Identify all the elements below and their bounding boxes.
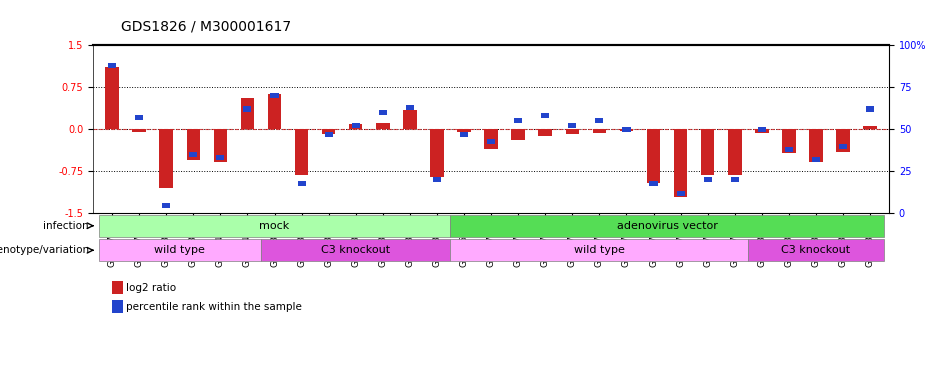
Bar (135, 115, 143, 120)
Bar (782, 129, 796, 153)
Bar (132, 129, 146, 132)
Text: adenovirus vector: adenovirus vector (616, 221, 718, 231)
Bar (406, 105, 414, 110)
Bar (240, 98, 254, 129)
Bar (620, 129, 633, 132)
Bar (213, 129, 227, 162)
Bar (863, 126, 877, 129)
Bar (451, 239, 749, 261)
Bar (565, 129, 579, 134)
Bar (541, 113, 549, 118)
Bar (836, 129, 850, 152)
Bar (295, 129, 308, 175)
Bar (159, 129, 173, 188)
Bar (162, 202, 170, 208)
Bar (105, 68, 119, 129)
Text: wild type: wild type (574, 245, 625, 255)
Bar (704, 177, 712, 182)
Bar (261, 239, 451, 261)
Bar (758, 127, 766, 132)
Bar (514, 118, 522, 123)
Bar (270, 93, 278, 98)
Bar (728, 129, 742, 175)
Bar (433, 177, 441, 182)
Bar (451, 215, 884, 237)
Bar (99, 239, 261, 261)
Bar (460, 132, 468, 137)
Bar (677, 191, 684, 196)
Text: C3 knockout: C3 knockout (781, 245, 851, 255)
Bar (216, 155, 224, 160)
Bar (186, 129, 200, 160)
Bar (623, 127, 630, 132)
Text: genotype/variation: genotype/variation (0, 245, 89, 255)
Text: C3 knockout: C3 knockout (321, 245, 390, 255)
Bar (403, 110, 417, 129)
Bar (749, 239, 884, 261)
Bar (189, 152, 197, 157)
Bar (487, 138, 495, 144)
Bar (701, 129, 714, 175)
Bar (595, 118, 603, 123)
Bar (376, 123, 389, 129)
Text: wild type: wild type (155, 245, 205, 255)
Text: GDS1826 / M300001617: GDS1826 / M300001617 (121, 20, 291, 34)
Text: log2 ratio: log2 ratio (126, 283, 176, 293)
Bar (484, 129, 498, 149)
Bar (379, 110, 387, 115)
Bar (243, 106, 251, 111)
Text: percentile rank within the sample: percentile rank within the sample (126, 302, 302, 312)
Bar (511, 129, 525, 141)
Bar (731, 177, 739, 182)
Bar (430, 129, 444, 177)
Bar (322, 129, 335, 134)
Bar (538, 129, 552, 136)
Bar (593, 129, 606, 133)
Bar (785, 147, 793, 152)
Bar (839, 144, 847, 148)
Bar (268, 94, 281, 129)
Text: mock: mock (260, 221, 290, 231)
Bar (108, 63, 116, 68)
Bar (457, 129, 471, 132)
Bar (298, 181, 305, 186)
Bar (325, 132, 332, 137)
Bar (647, 129, 660, 183)
Bar (99, 215, 451, 237)
Bar (866, 106, 874, 111)
Bar (674, 129, 687, 196)
Bar (650, 181, 657, 186)
Text: infection: infection (44, 221, 89, 231)
Bar (812, 157, 820, 162)
Bar (809, 129, 823, 162)
Bar (568, 123, 576, 128)
Bar (352, 123, 359, 128)
Bar (349, 124, 362, 129)
Bar (755, 129, 769, 133)
